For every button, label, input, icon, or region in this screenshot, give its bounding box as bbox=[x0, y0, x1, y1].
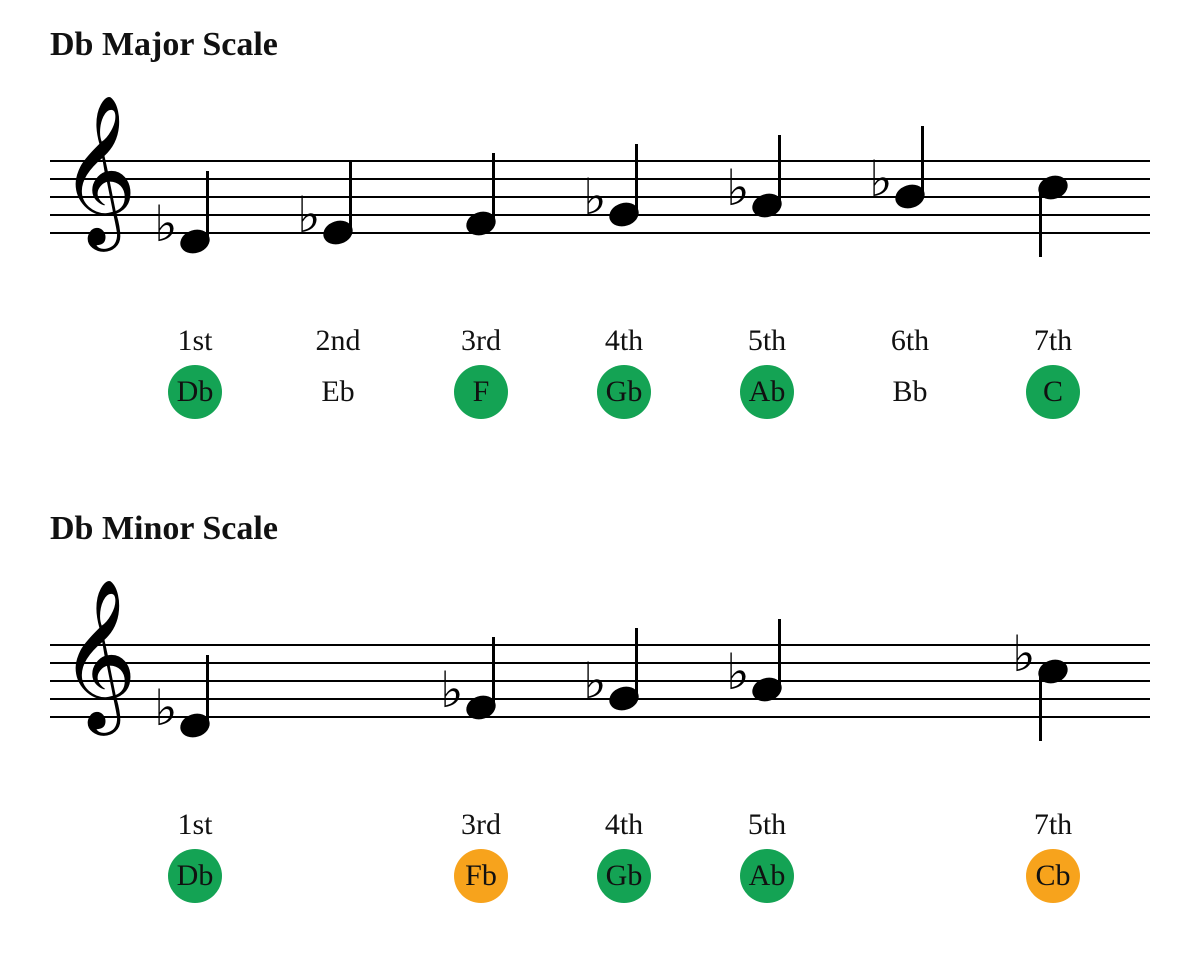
flat-accidental-icon: ♭ bbox=[154, 683, 178, 733]
note-name-circle: Db bbox=[168, 849, 222, 903]
degree-label: 3rd bbox=[446, 808, 516, 842]
flat-accidental-icon: ♭ bbox=[154, 199, 178, 249]
note-name-circle: Fb bbox=[454, 849, 508, 903]
degree-label: 6th bbox=[875, 324, 945, 358]
staff-line bbox=[50, 716, 1150, 718]
degree-label: 7th bbox=[1018, 808, 1088, 842]
degree-label: 4th bbox=[589, 324, 659, 358]
flat-accidental-icon: ♭ bbox=[1012, 629, 1036, 679]
note-stem bbox=[206, 171, 209, 241]
degree-label: 1st bbox=[160, 324, 230, 358]
note-stem bbox=[492, 153, 495, 223]
scale-title: Db Minor Scale bbox=[50, 510, 278, 548]
note-name-circle: C bbox=[1026, 365, 1080, 419]
note-stem bbox=[1039, 671, 1042, 741]
scale-title: Db Major Scale bbox=[50, 26, 278, 64]
note-stem bbox=[778, 619, 781, 689]
degree-label: 7th bbox=[1018, 324, 1088, 358]
degree-label: 5th bbox=[732, 808, 802, 842]
flat-accidental-icon: ♭ bbox=[583, 656, 607, 706]
flat-accidental-icon: ♭ bbox=[726, 647, 750, 697]
flat-accidental-icon: ♭ bbox=[583, 172, 607, 222]
note-stem bbox=[206, 655, 209, 725]
note-stem bbox=[778, 135, 781, 205]
treble-clef-icon: 𝄞 bbox=[60, 590, 137, 720]
note-stem bbox=[635, 628, 638, 698]
page: Db Major Scale 𝄞 ♭ 1st Db ♭ 2nd Eb 3rd F ♭ 4th Gb ♭ 5t… bbox=[0, 0, 1200, 967]
flat-accidental-icon: ♭ bbox=[726, 163, 750, 213]
note-stem bbox=[635, 144, 638, 214]
note-name-circle: Gb bbox=[597, 365, 651, 419]
degree-label: 5th bbox=[732, 324, 802, 358]
note-name-circle: Ab bbox=[740, 365, 794, 419]
note-name-circle: Ab bbox=[740, 849, 794, 903]
flat-accidental-icon: ♭ bbox=[440, 665, 464, 715]
staff-line bbox=[50, 232, 1150, 234]
flat-accidental-icon: ♭ bbox=[869, 154, 893, 204]
degree-label: 1st bbox=[160, 808, 230, 842]
note-name-circle: Eb bbox=[311, 365, 365, 419]
note-name-circle: Cb bbox=[1026, 849, 1080, 903]
treble-clef-icon: 𝄞 bbox=[60, 106, 137, 236]
note-name-circle: Gb bbox=[597, 849, 651, 903]
note-name-circle: Db bbox=[168, 365, 222, 419]
note-name-circle: Bb bbox=[883, 365, 937, 419]
staff-line bbox=[50, 160, 1150, 162]
note-stem bbox=[349, 162, 352, 232]
note-name-circle: F bbox=[454, 365, 508, 419]
note-stem bbox=[1039, 187, 1042, 257]
note-stem bbox=[492, 637, 495, 707]
degree-label: 4th bbox=[589, 808, 659, 842]
staff-line bbox=[50, 644, 1150, 646]
degree-label: 3rd bbox=[446, 324, 516, 358]
degree-label: 2nd bbox=[303, 324, 373, 358]
flat-accidental-icon: ♭ bbox=[297, 190, 321, 240]
note-stem bbox=[921, 126, 924, 196]
